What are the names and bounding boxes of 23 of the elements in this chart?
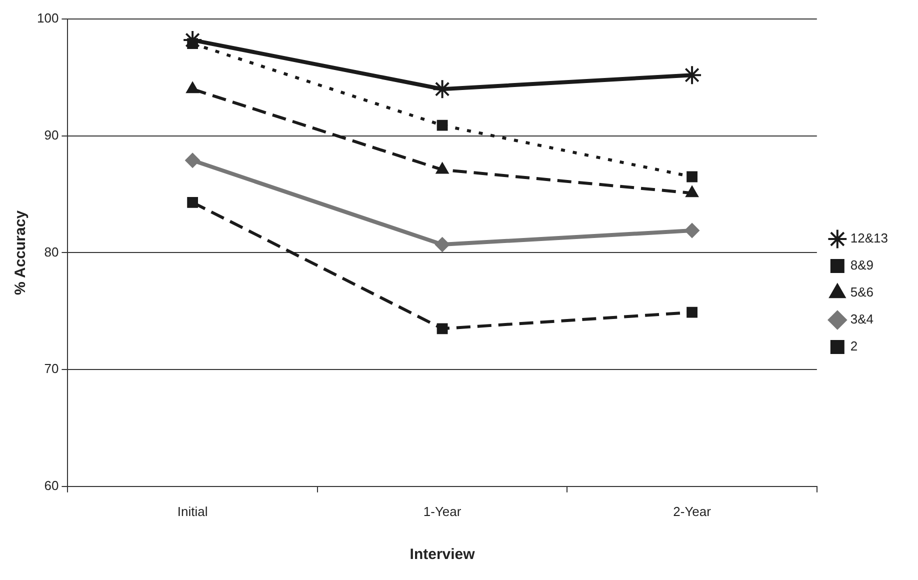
y-axis-title: % Accuracy — [12, 210, 30, 295]
point — [187, 197, 198, 208]
x-tick-label: 1-Year — [423, 504, 462, 519]
y-tick-label: 60 — [44, 478, 59, 493]
legend-label: 5&6 — [850, 284, 874, 300]
point — [434, 237, 450, 252]
point — [185, 152, 200, 168]
x-tick-label: 2-Year — [673, 504, 712, 519]
legend-label: 3&4 — [850, 312, 874, 327]
point — [684, 223, 700, 238]
legend-label: 12&13 — [850, 230, 888, 246]
point — [686, 306, 698, 318]
legend-label: 2 — [850, 338, 858, 354]
point — [686, 171, 698, 182]
y-tick-label: 100 — [36, 10, 59, 26]
y-tick-label: 90 — [44, 127, 59, 142]
legend-label: 8&9 — [850, 258, 874, 273]
x-tick-label: Initial — [177, 504, 208, 519]
y-tick-label: 70 — [44, 361, 59, 376]
point — [436, 323, 448, 334]
y-tick-label: 80 — [44, 244, 59, 260]
point — [436, 120, 448, 131]
x-axis-title: Interview — [410, 546, 476, 564]
